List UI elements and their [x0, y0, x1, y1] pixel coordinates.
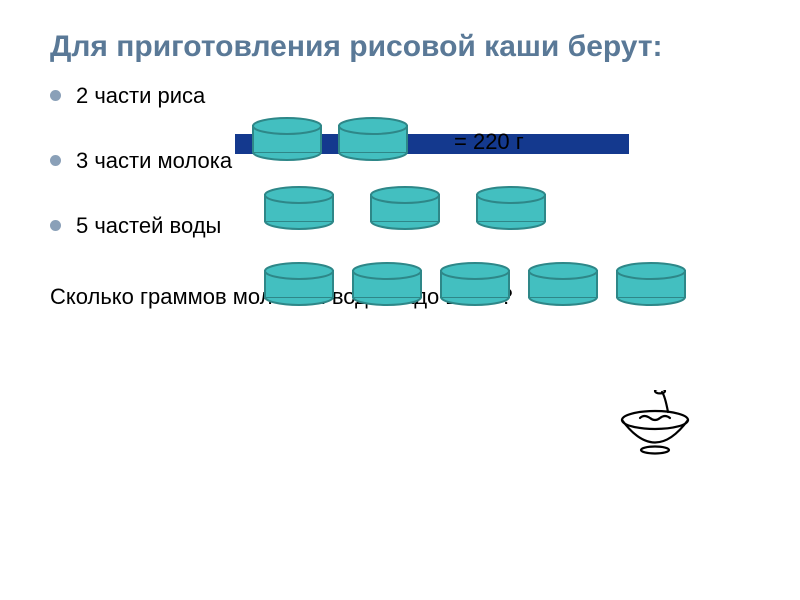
list-item-label: 5 частей воды	[76, 213, 221, 239]
cylinder-icon	[338, 117, 408, 161]
cylinder-icon	[616, 262, 686, 306]
cylinder-icon	[528, 262, 598, 306]
cylinder-icon	[352, 262, 422, 306]
milk-cylinders-row	[264, 186, 546, 230]
list-item-label: 3 части молока	[76, 148, 232, 174]
cylinder-icon	[370, 186, 440, 230]
slide-title: Для приготовления рисовой каши берут:	[50, 30, 750, 65]
equals-label: = 220 г	[454, 129, 524, 155]
cylinder-icon	[476, 186, 546, 230]
list-item-label: 2 части риса	[76, 83, 205, 109]
bowl-illustration	[610, 390, 700, 460]
cylinder-icon	[252, 117, 322, 161]
cylinder-icon	[440, 262, 510, 306]
rice-cylinders-row	[252, 117, 408, 161]
ingredient-list: 2 части риса 3 части молока 5 частей вод…	[50, 83, 750, 278]
slide: Для приготовления рисовой каши берут: 2 …	[0, 0, 800, 600]
cylinder-icon	[264, 262, 334, 306]
cylinder-icon	[264, 186, 334, 230]
water-cylinders-row	[264, 262, 686, 306]
